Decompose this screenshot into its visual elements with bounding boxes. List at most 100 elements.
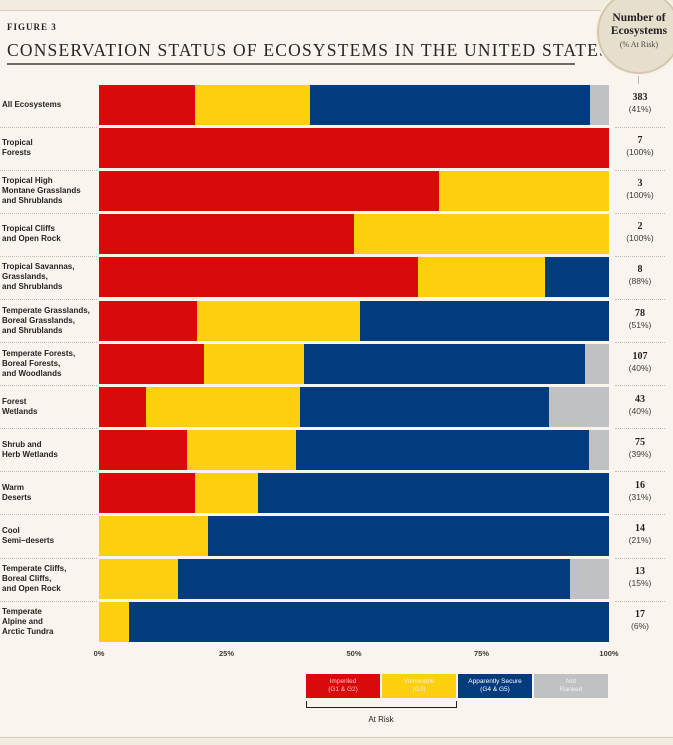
category-label-line: All Ecosystems [2,100,62,109]
x-tick-label: 25% [218,649,235,658]
bar-segment-secure [177,559,570,600]
bar-row [99,386,609,427]
category-label-line: Boreal Cliffs, [2,574,52,584]
ecosystem-count: 75 [635,436,645,448]
bar-segment-secure [545,257,609,298]
ecosystem-count-cell: 3 (100%) [612,178,668,201]
legend-item-secure: Apparently Secure (G4 & G5) [458,674,532,698]
ecosystem-count: 383 [632,92,648,103]
category-label: Temperate Forests, Boreal Forests, and Woo… [2,344,98,384]
category-label-line: and Woodlands [2,368,62,378]
legend-item-vulnerable: Vulnerable (G3) [382,674,456,698]
bar-segment-secure [304,343,585,384]
row-separator [0,342,97,343]
top-border-rule [0,10,673,11]
row-separator [0,212,97,214]
legend-label: Not Ranked [559,678,583,693]
bar-segment-imperiled [99,472,195,513]
category-label-line: Grasslands, [2,272,48,282]
ecosystem-count-cell: 14 (21%) [612,523,668,546]
category-label-line: Temperate Grasslands, [2,305,90,315]
bottom-border-band [0,738,673,745]
badge-subtitle: (% At Risk) [619,40,659,49]
bar-segment-imperiled [99,128,609,169]
bar-segment-vulnerable [204,343,304,384]
category-label: Tropical Cliffs and Open Rock [2,214,98,254]
ecosystem-count: 16 [635,479,645,491]
ecosystem-count: 8 [637,264,643,276]
ecosystem-count-cell: 7 (100%) [612,135,668,158]
x-tick-label: 0% [93,649,105,658]
ecosystem-count: 17 [635,609,645,621]
percent-at-risk: (21%) [628,535,652,545]
legend-item-imperiled: Imperiled (G1 & G2) [306,674,380,698]
ecosystem-count-cell: 383 (41%) [612,92,668,115]
ecosystem-count-cell: 13 (15%) [612,566,668,589]
category-label-line: Boreal Grasslands, [2,315,75,325]
category-label: Shrub and Herb Wetlands [2,430,98,470]
category-label-line: Cool [2,526,20,535]
ecosystem-count: 43 [635,393,645,405]
category-label-line: Tropical High [2,176,53,186]
ecosystem-count: 14 [635,523,645,534]
bar-segment-imperiled [99,343,205,384]
percent-at-risk: (31%) [628,491,652,502]
ecosystem-count-cell: 78 (51%) [612,308,668,331]
category-label: Cool Semi–deserts [2,516,98,556]
count-separator [615,428,665,430]
badge-title: Number of Ecosystems [599,12,673,38]
bar-segment-secure [258,472,609,513]
bar-segment-imperiled [99,257,418,298]
ecosystem-count-cell: 2 (100%) [612,221,668,244]
bar-segment-secure [129,602,609,643]
category-label-line: Boreal Forests, [2,358,61,368]
row-separator [0,126,97,128]
ecosystem-count: 3 [637,178,643,190]
bar-segment-secure [208,516,609,556]
bar-segment-imperiled [99,300,197,341]
row-separator [0,255,97,257]
row-separator [0,169,97,171]
category-label-line: Temperate Forests, [2,348,76,358]
x-tick-label: 75% [473,649,490,658]
category-label-line: Forest [2,396,27,406]
x-tick-label: 50% [346,649,362,658]
bar-row [99,171,609,212]
bar-row [99,128,609,169]
percent-at-risk: (100%) [626,233,654,244]
category-label-line: Semi–deserts [2,536,55,545]
category-label: Tropical Forests [2,128,98,168]
legend-item-not-ranked: Not Ranked [534,674,608,698]
category-label-line: Tropical [2,138,33,148]
x-tick-label: 100% [599,649,619,658]
bar-segment-imperiled [99,386,147,427]
bar-row [99,85,609,125]
bar-segment-not-ranked [569,559,609,600]
ecosystem-count-cell: 107 (40%) [612,351,668,374]
ecosystem-count: 2 [637,221,643,233]
count-header-badge: Number of Ecosystems (% At Risk) [597,0,673,74]
percent-at-risk: (6%) [631,621,649,632]
bar-segment-imperiled [99,429,188,470]
percent-at-risk: (88%) [628,276,652,287]
row-separator [0,514,97,516]
row-separator [0,428,97,430]
legend-label: Apparently Secure (G4 & G5) [468,678,522,693]
chart-title: CONSERVATION STATUS OF ECOSYSTEMS IN THE… [7,40,610,60]
bar-segment-imperiled [99,214,354,255]
ecosystem-count-cell: 75 (39%) [612,437,668,460]
bar-segment-vulnerable [99,516,209,556]
ecosystem-count-cell: 16 (31%) [612,480,668,503]
category-label-line: Herb Wetlands [2,449,58,459]
count-separator [615,298,665,300]
count-separator [615,600,665,602]
category-label-line: and Shrublands [2,282,63,292]
bar-segment-vulnerable [99,559,178,600]
bar-segment-vulnerable [194,472,259,513]
bar-segment-secure [300,386,550,427]
count-separator [615,126,665,128]
category-label-line: Forests [2,148,31,158]
percent-at-risk: (51%) [628,319,652,330]
legend-label: Vulnerable (G3) [403,678,435,693]
ecosystem-count-cell: 8 (88%) [612,264,668,287]
